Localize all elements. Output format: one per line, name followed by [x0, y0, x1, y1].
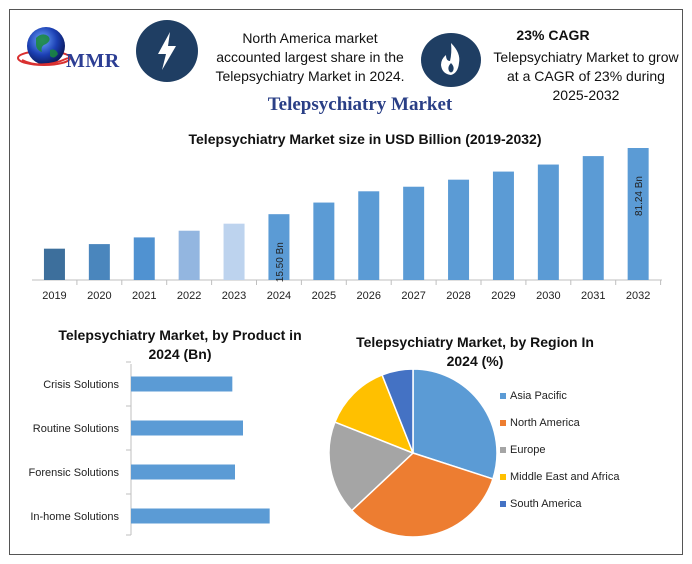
legend-label-3: Middle East and Africa — [510, 471, 620, 483]
bar-2032 — [627, 148, 649, 280]
legend-swatch-4 — [500, 501, 506, 507]
x-tick-label-2032: 2032 — [626, 290, 650, 302]
legend-swatch-0 — [500, 393, 506, 399]
bar-2027 — [403, 186, 425, 280]
bar-2021 — [133, 237, 155, 280]
product-label-1: Routine Solutions — [33, 423, 120, 435]
pie-slice-4 — [381, 368, 414, 454]
lightning-icon — [136, 20, 198, 82]
bar-2024 — [268, 214, 290, 280]
pie-slice-3 — [333, 373, 415, 455]
product-chart-title: Telepsychiatry Market, by Product in 202… — [58, 327, 302, 362]
x-tick-label-2024: 2024 — [267, 290, 291, 302]
x-tick-label-2023: 2023 — [222, 290, 246, 302]
x-tick-label-2029: 2029 — [491, 290, 515, 302]
data-label-2024: 15.50 Bn — [275, 242, 286, 282]
pie-slice-0 — [412, 368, 498, 480]
pie-slice-1 — [350, 452, 494, 538]
x-tick-label-2028: 2028 — [446, 290, 470, 302]
highlight-cagr: Telepsychiatry Market to grow at a CAGR … — [493, 49, 679, 103]
x-tick-label-2021: 2021 — [132, 290, 156, 302]
mmr-logo — [17, 27, 71, 66]
product-bar-3 — [131, 508, 270, 524]
legend-label-0: Asia Pacific — [510, 390, 567, 402]
product-label-3: In-home Solutions — [30, 511, 119, 523]
bar-2030 — [537, 164, 559, 280]
product-bar-1 — [131, 420, 243, 436]
page-title: Telepsychiatry Market — [267, 94, 453, 115]
bar-2026 — [358, 191, 380, 280]
flame-icon — [421, 33, 481, 87]
bar-2031 — [582, 156, 604, 280]
bar-2029 — [492, 171, 514, 280]
bar-chart-title: Telepsychiatry Market size in USD Billio… — [188, 131, 542, 147]
bar-2023 — [223, 223, 245, 280]
x-tick-label-2027: 2027 — [401, 290, 425, 302]
logo-text: MMR — [66, 50, 120, 72]
data-label-2032: 81.24 Bn — [634, 176, 645, 216]
x-tick-label-2019: 2019 — [42, 290, 66, 302]
pie-slice-2 — [328, 421, 415, 512]
x-tick-label-2026: 2026 — [357, 290, 381, 302]
x-tick-label-2022: 2022 — [177, 290, 201, 302]
bar-2028 — [448, 179, 470, 280]
legend-swatch-1 — [500, 420, 506, 426]
bar-2020 — [88, 244, 110, 280]
legend-label-2: Europe — [510, 444, 545, 456]
highlight-north-america: North America market accounted largest s… — [215, 30, 405, 84]
cagr-title: 23% CAGR — [516, 27, 590, 43]
x-tick-label-2020: 2020 — [87, 290, 111, 302]
product-label-0: Crisis Solutions — [43, 379, 119, 391]
product-bar-2 — [131, 464, 235, 480]
infographic-frame — [9, 9, 683, 555]
legend-label-1: North America — [510, 417, 581, 429]
bar-2019 — [43, 248, 65, 280]
product-bar-0 — [131, 376, 233, 392]
x-tick-label-2031: 2031 — [581, 290, 605, 302]
x-tick-label-2025: 2025 — [312, 290, 336, 302]
legend-swatch-2 — [500, 447, 506, 453]
x-tick-label-2030: 2030 — [536, 290, 560, 302]
region-chart-title: Telepsychiatry Market, by Region In 2024… — [356, 334, 594, 369]
legend-swatch-3 — [500, 474, 506, 480]
product-label-2: Forensic Solutions — [29, 467, 120, 479]
bar-2022 — [178, 230, 200, 280]
legend-label-4: South America — [510, 498, 582, 510]
bar-2025 — [313, 202, 335, 280]
